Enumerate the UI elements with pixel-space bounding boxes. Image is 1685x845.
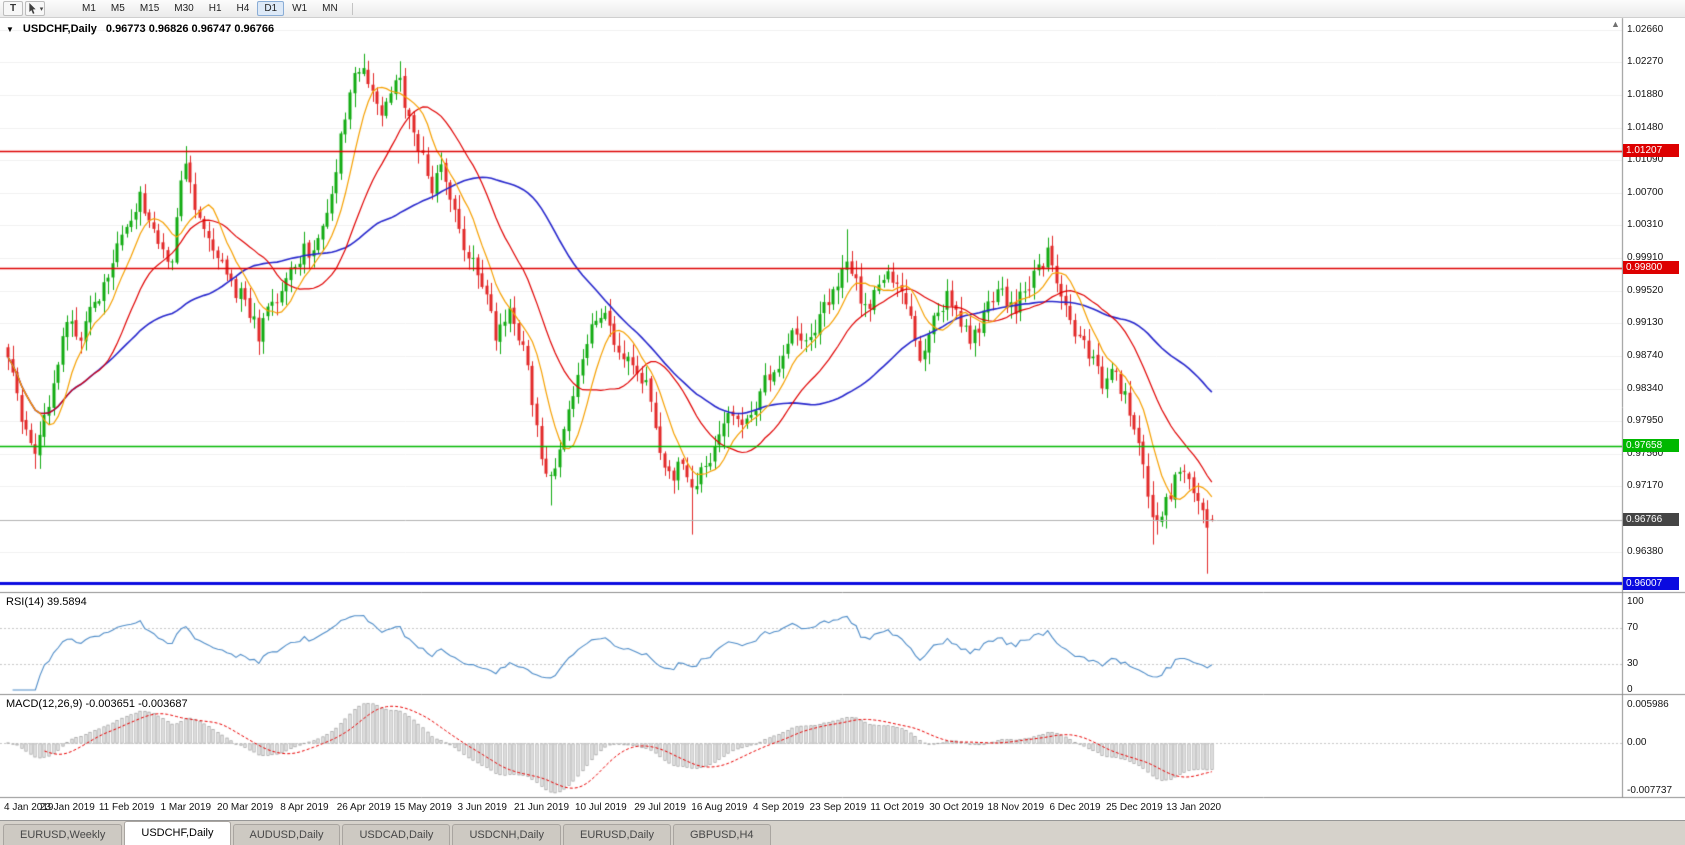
text-tool-button[interactable]: T — [3, 1, 23, 16]
chart-title: ▼ USDCHF,Daily 0.96773 0.96826 0.96747 0… — [6, 23, 274, 35]
timeframe-button-m5[interactable]: M5 — [104, 1, 132, 16]
chart-tab-usdcad-daily[interactable]: USDCAD,Daily — [342, 824, 451, 845]
text-tool-label: T — [9, 3, 17, 14]
chart-tabs-bar: EURUSD,Weekly USDCHF,Daily AUDUSD,Daily USD… — [0, 820, 1685, 845]
toolbar-separator — [351, 2, 353, 15]
timeframe-button-m1[interactable]: M1 — [75, 1, 103, 16]
chart-tab-usdcnh-daily[interactable]: USDCNH,Daily — [452, 824, 561, 845]
chart-tab-eurusd-daily[interactable]: EURUSD,Daily — [563, 824, 671, 845]
timeframe-button-d1[interactable]: D1 — [257, 1, 285, 16]
chart-tab-usdchf-daily[interactable]: USDCHF,Daily — [124, 821, 231, 845]
cursor-tool-button[interactable]: ▾ — [25, 1, 45, 16]
chart-tab-eurusd-weekly[interactable]: EURUSD,Weekly — [3, 824, 123, 845]
chart-toolbar: T ▾ M1 M5 M15 M30 H1 H4 D1 W1 MN — [0, 0, 1685, 18]
dropdown-caret-icon: ▾ — [39, 5, 44, 13]
chart-symbol-period: USDCHF,Daily — [22, 23, 97, 35]
timeframe-button-w1[interactable]: W1 — [285, 1, 314, 16]
timeframe-button-m30[interactable]: M30 — [167, 1, 200, 16]
timeframe-button-m15[interactable]: M15 — [133, 1, 166, 16]
macd-indicator-label: MACD(12,26,9) -0.003651 -0.003687 — [6, 698, 188, 710]
timeframe-button-group: M1 M5 M15 M30 H1 H4 D1 W1 MN — [75, 1, 345, 16]
cursor-icon — [29, 3, 36, 14]
timeframe-button-h4[interactable]: H4 — [230, 1, 257, 16]
chart-ohlc-values: 0.96773 0.96826 0.96747 0.96766 — [105, 23, 275, 35]
chart-tab-audusd-daily[interactable]: AUDUSD,Daily — [232, 824, 341, 845]
timeframe-button-mn[interactable]: MN — [315, 1, 345, 16]
chart-tab-gbpusd-h4[interactable]: GBPUSD,H4 — [672, 824, 771, 845]
rsi-indicator-label: RSI(14) 39.5894 — [6, 596, 87, 608]
collapse-icon[interactable]: ▼ — [6, 24, 14, 34]
timeframe-button-h1[interactable]: H1 — [202, 1, 229, 16]
chart-shift-icon[interactable]: ▲ — [1611, 19, 1620, 29]
